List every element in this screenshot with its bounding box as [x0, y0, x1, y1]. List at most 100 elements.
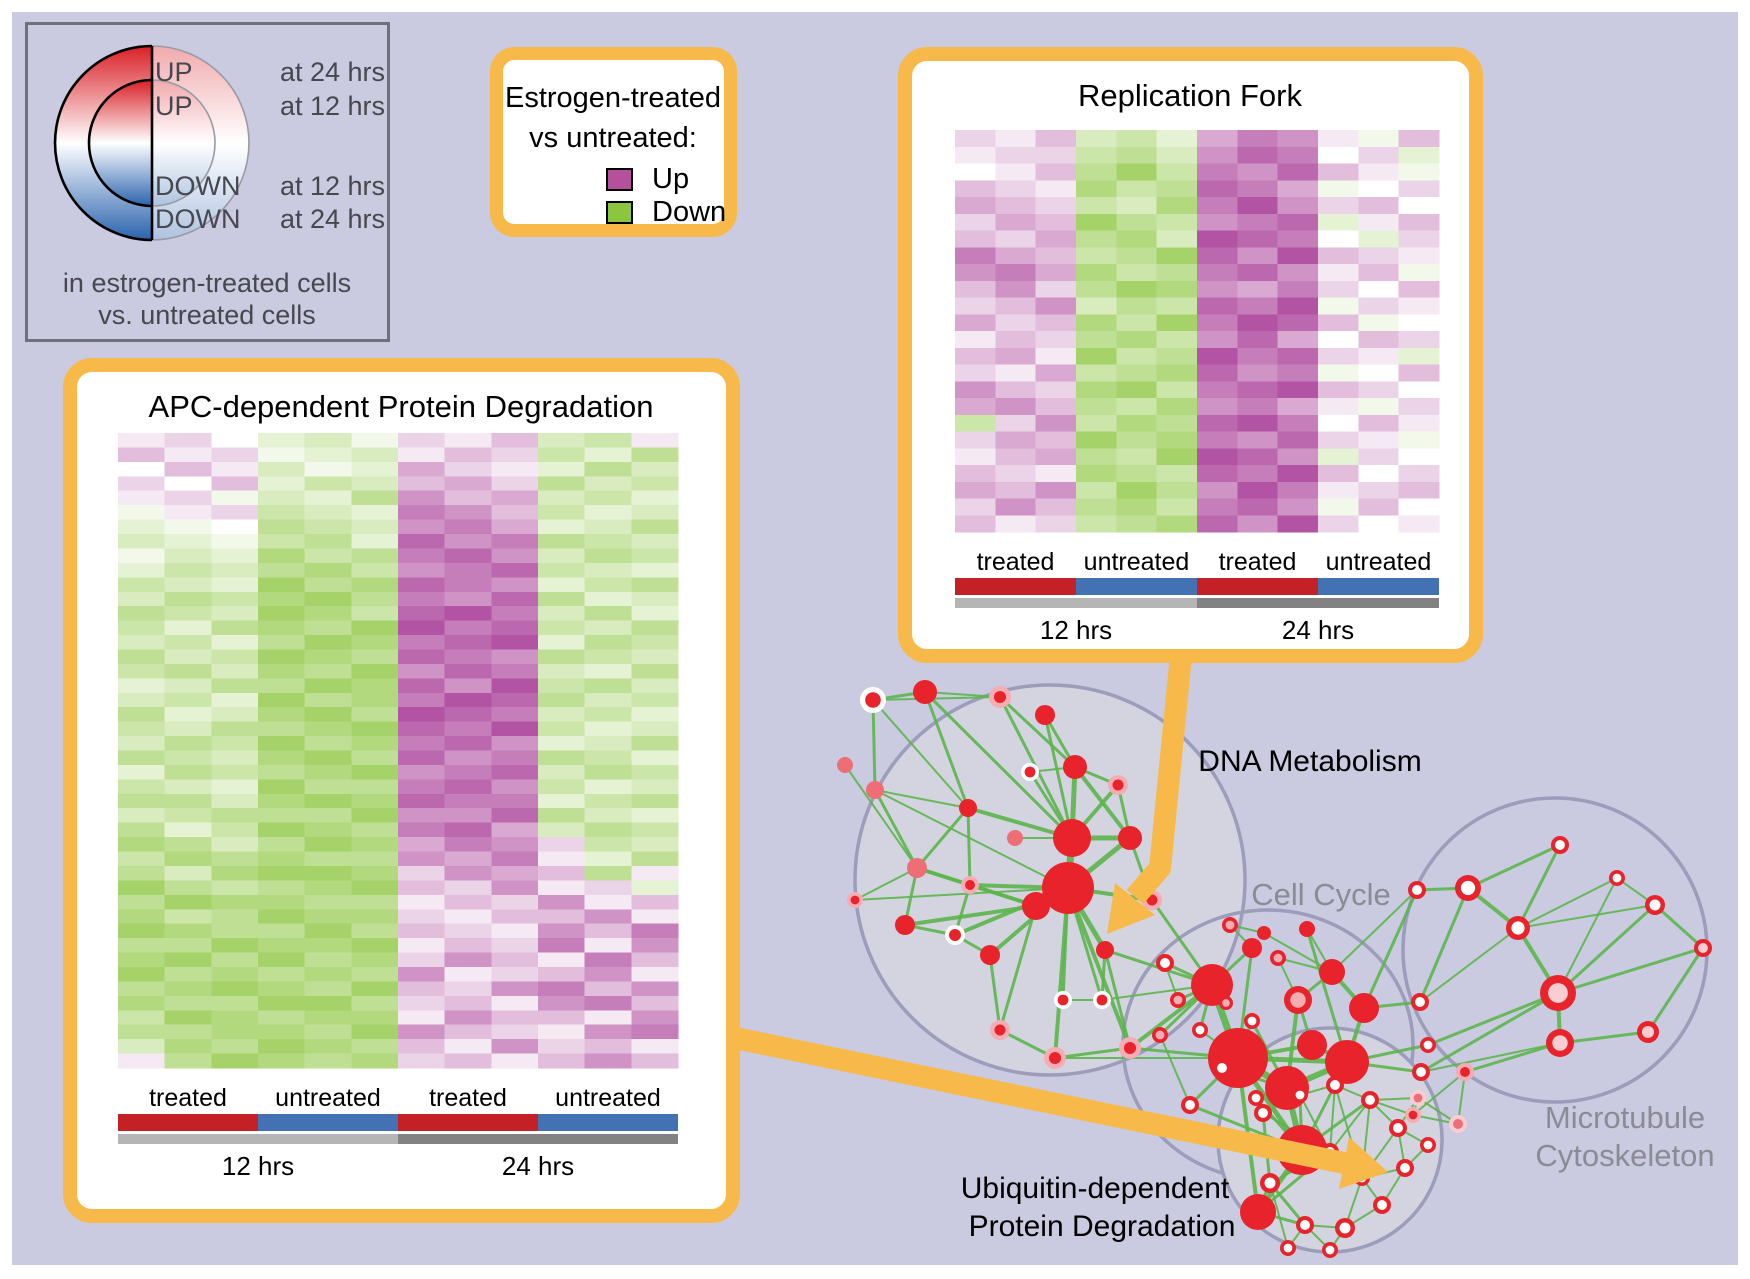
heatmap-cell	[444, 880, 492, 896]
heatmap-cell	[955, 364, 996, 382]
heatmap-cell	[491, 750, 539, 766]
updown-legend-border	[25, 22, 390, 342]
network-node	[1007, 830, 1023, 846]
heatmap-cell	[1237, 280, 1279, 299]
heatmap-cell	[1358, 498, 1400, 516]
heatmap-cell	[631, 663, 679, 679]
heatmap-cell	[538, 938, 586, 954]
time-bar-24hrs	[1197, 598, 1439, 608]
heatmap-cell	[258, 793, 306, 809]
heatmap-cell	[1398, 381, 1440, 399]
network-node	[1242, 938, 1262, 958]
heatmap-cell	[118, 505, 166, 521]
heatmap-cell	[1076, 414, 1117, 433]
heatmap-cell	[444, 678, 492, 694]
heatmap-cell	[1156, 498, 1198, 516]
heatmap-cell	[444, 923, 492, 939]
network-node	[837, 757, 853, 773]
heatmap-cell	[538, 534, 586, 550]
estrogen-key-border	[490, 47, 737, 237]
heatmap-cell	[398, 909, 446, 925]
heatmap-cell	[584, 649, 632, 665]
heatmap-cell	[351, 620, 399, 636]
heatmap-cell	[304, 764, 352, 780]
time-label: 24 hrs	[1282, 615, 1354, 645]
heatmap-cell	[164, 880, 212, 896]
heatmap-cell	[118, 952, 166, 968]
heatmap-cell	[631, 548, 679, 564]
heatmap-cell	[444, 865, 492, 881]
network-node-core	[1339, 1222, 1351, 1234]
heatmap-cell	[118, 736, 166, 752]
heatmap-cell	[258, 1053, 306, 1069]
legend-caption-line2: vs. untreated cells	[98, 300, 316, 330]
network-node	[866, 781, 884, 799]
heatmap-cell	[538, 707, 586, 723]
heatmap-cell	[631, 721, 679, 737]
network-node-core	[1283, 1243, 1293, 1253]
heatmap-cell	[1358, 297, 1400, 315]
heatmap-cell	[1277, 448, 1319, 466]
heatmap-cell	[118, 606, 166, 622]
network-edge	[1043, 714, 1074, 839]
heatmap-cell	[211, 591, 259, 607]
heatmap-cell	[258, 577, 306, 593]
heatmap-cell	[398, 779, 446, 795]
network-node-core	[1290, 992, 1306, 1008]
heatmap-cell	[584, 865, 632, 881]
heatmap-cell	[164, 966, 212, 983]
sample-group-label: untreated	[275, 1084, 381, 1112]
heatmap-cell	[538, 620, 586, 636]
network-node	[980, 945, 1000, 965]
heatmap-cell	[584, 837, 632, 853]
heatmap-cell	[538, 562, 586, 578]
network-node	[1096, 941, 1114, 959]
heatmap-cell	[398, 1039, 446, 1055]
network-node-core	[1423, 1140, 1433, 1150]
heatmap-cell	[1237, 130, 1279, 148]
heatmap-cell	[444, 764, 492, 780]
heatmap-cell	[631, 750, 679, 766]
heatmap-cell	[1156, 247, 1198, 265]
heatmap-cell	[1076, 381, 1117, 399]
heatmap-cell	[1277, 414, 1319, 433]
heatmap-cell	[491, 822, 539, 838]
key-up-label: Up	[652, 163, 689, 195]
heatmap-cell	[491, 808, 539, 824]
heatmap-cell	[995, 498, 1037, 516]
apc-panel: APC-dependent Protein Degradation treate…	[63, 358, 740, 1223]
heatmap-cell	[584, 995, 632, 1011]
heatmap-cell	[118, 938, 166, 954]
network-edge	[1517, 904, 1656, 929]
heatmap-cell	[538, 577, 586, 593]
heatmap-cell	[304, 692, 352, 708]
heatmap-cell	[584, 505, 632, 521]
down-swatch	[606, 201, 633, 224]
heatmap-cell	[1116, 146, 1158, 165]
network-edge	[1412, 1071, 1466, 1116]
heatmap-cell	[491, 476, 539, 492]
heatmap-cell	[258, 548, 306, 564]
heatmap-cell	[1358, 180, 1400, 198]
heatmap-cell	[995, 180, 1037, 198]
heatmap-cell	[1076, 515, 1117, 533]
heatmap-cell	[258, 534, 306, 550]
network-node-core	[1649, 899, 1661, 911]
heatmap-cell	[1197, 398, 1238, 416]
heatmap-cell	[351, 591, 399, 607]
heatmap-cell	[995, 347, 1037, 366]
heatmap-cell	[631, 620, 679, 636]
heatmap-cell	[258, 649, 306, 665]
network-node	[907, 858, 927, 878]
heatmap-cell	[1035, 465, 1077, 483]
heatmap-cell	[1197, 448, 1238, 466]
network-edge	[873, 789, 919, 869]
heatmap-cell	[398, 678, 446, 694]
network-node-core	[1413, 1093, 1423, 1103]
heatmap-cell	[398, 880, 446, 896]
heatmap-cell	[351, 678, 399, 694]
heatmap-cell	[258, 808, 306, 824]
heatmap-cell	[1318, 264, 1359, 282]
heatmap-cell	[258, 519, 306, 535]
heatmap-cell	[1116, 314, 1158, 332]
